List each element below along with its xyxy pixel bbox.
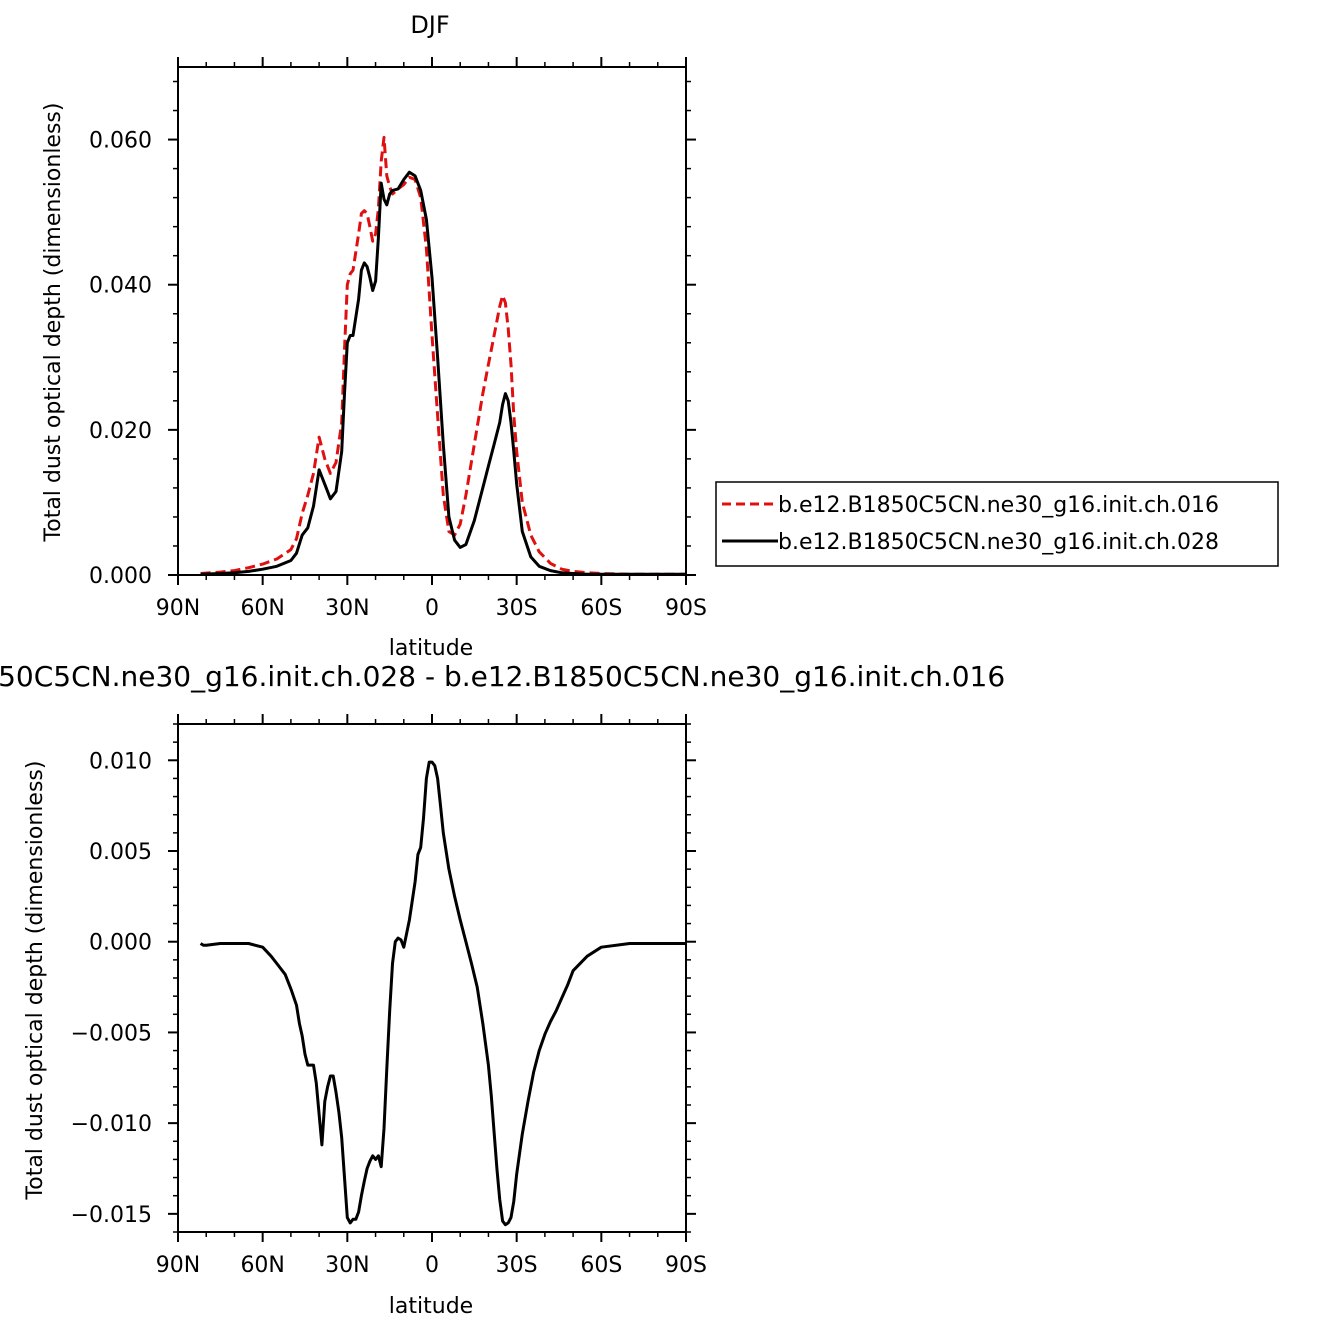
legend: b.e12.B1850C5CN.ne30_g16.init.ch.016 b.e…: [715, 481, 1279, 567]
bottom-y-axis-label: Total dust optical depth (dimensionless): [23, 761, 48, 1201]
bottom-x-axis-label: latitude: [389, 1294, 473, 1319]
top-plot-frame: [177, 66, 687, 576]
top-x-tick-label: 30S: [496, 596, 538, 621]
top-chart-title: DJF: [410, 11, 449, 39]
top-x-tick-label: 90N: [156, 596, 200, 621]
legend-label-028: b.e12.B1850C5CN.ne30_g16.init.ch.028: [778, 530, 1219, 555]
top-x-tick-label: 0: [425, 596, 439, 621]
bottom-plot-frame: [177, 723, 687, 1233]
top-x-tick-label: 60N: [240, 596, 284, 621]
bottom-x-tick-label: 30S: [496, 1253, 538, 1278]
bottom-x-tick-label: 30N: [325, 1253, 369, 1278]
bottom-y-tick-label: −0.010: [71, 1112, 152, 1137]
top-x-axis-label: latitude: [389, 636, 473, 661]
legend-box: [715, 481, 1279, 567]
top-y-axis-label: Total dust optical depth (dimensionless): [41, 103, 66, 543]
legend-label-016: b.e12.B1850C5CN.ne30_g16.init.ch.016: [778, 493, 1219, 518]
bottom-y-tick-label: 0.000: [89, 931, 152, 956]
top-y-tick-label: 0.040: [89, 274, 152, 299]
bottom-x-tick-label: 60N: [240, 1253, 284, 1278]
bottom-y-tick-label: 0.005: [89, 840, 152, 865]
bottom-x-tick-label: 0: [425, 1253, 439, 1278]
bottom-y-tick-label: 0.010: [89, 749, 152, 774]
top-y-tick-label: 0.000: [89, 564, 152, 589]
bottom-x-tick-label: 90N: [156, 1253, 200, 1278]
top-series-line-0: [200, 135, 686, 576]
top-series-line-1: [200, 170, 686, 576]
top-x-tick-label: 30N: [325, 596, 369, 621]
top-x-tick-label: 60S: [580, 596, 622, 621]
bottom-chart-title: b.e12.B1850C5CN.ne30_g16.init.ch.028 - b…: [0, 660, 1005, 693]
bottom-y-tick-label: −0.015: [71, 1203, 152, 1228]
top-x-tick-label: 90S: [665, 596, 707, 621]
top-y-tick-label: 0.060: [89, 129, 152, 154]
top-panel: DJF Total dust optical depth (dimensionl…: [41, 11, 707, 661]
bottom-x-tick-label: 90S: [665, 1253, 707, 1278]
top-y-tick-label: 0.020: [89, 419, 152, 444]
bottom-x-tick-label: 60S: [580, 1253, 622, 1278]
bottom-panel: b.e12.B1850C5CN.ne30_g16.init.ch.028 - b…: [0, 660, 1005, 1319]
bottom-series-line-0: [199, 760, 686, 1227]
bottom-y-tick-label: −0.005: [71, 1021, 152, 1046]
